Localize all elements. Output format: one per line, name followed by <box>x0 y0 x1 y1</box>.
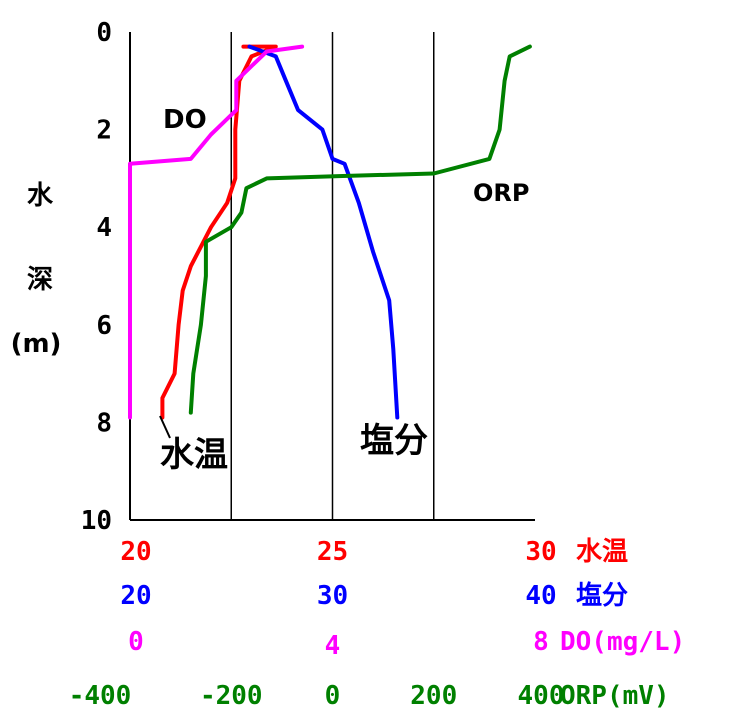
temp-leader-line <box>159 415 171 439</box>
x-tick-label: 40 <box>525 581 556 611</box>
x-axis-row-temp: 20 25 30 水温 <box>120 537 628 567</box>
x-axis-title: 水温 <box>576 537 628 567</box>
do-series-label: DO <box>163 105 207 135</box>
series-line-salinity <box>247 44 400 420</box>
salinity-series-label: 塩分 <box>360 421 428 461</box>
y-axis-label-part: (m) <box>11 329 62 359</box>
series-line-do <box>128 44 305 420</box>
x-tick-label: -200 <box>200 681 263 711</box>
x-axis-row-do: 0 4 8 DO(mg/L) <box>128 627 685 661</box>
x-axis-row-salinity: 20 30 40 塩分 <box>120 581 628 611</box>
x-tick-label: 200 <box>410 681 457 711</box>
x-axis-title: 塩分 <box>576 581 628 611</box>
y-tick-label: 6 <box>96 311 112 341</box>
x-tick-label: 8 <box>533 627 549 657</box>
annotations: DO ORP 水温 塩分 <box>159 105 529 475</box>
x-tick-label: 20 <box>120 537 151 567</box>
x-axis-title: DO(mg/L) <box>560 627 685 657</box>
series-line-temp <box>160 44 278 420</box>
x-axis-rows: 20 25 30 水温 20 30 40 塩分 0 4 8 DO(mg/L) -400 -200 0 200 4… <box>69 537 686 711</box>
x-tick-label: 30 <box>317 581 348 611</box>
temp-series-label: 水温 <box>160 435 228 475</box>
series-line-orp <box>188 44 532 415</box>
y-tick-label: 0 <box>96 18 112 48</box>
y-tick-labels: 0 2 4 6 8 10 <box>81 18 112 536</box>
y-axis-label: 水深 (m) <box>11 181 62 359</box>
x-tick-label: 4 <box>325 631 341 661</box>
x-tick-label: 30 <box>525 537 556 567</box>
y-tick-label: 2 <box>96 116 112 146</box>
orp-series-label: ORP <box>473 179 529 207</box>
y-tick-label: 10 <box>81 506 112 536</box>
x-tick-label: 0 <box>325 681 341 711</box>
x-axis-title: ORP(mV) <box>560 681 670 711</box>
x-tick-label: -400 <box>69 681 132 711</box>
y-tick-label: 8 <box>96 408 112 438</box>
y-tick-label: 4 <box>96 213 112 243</box>
x-tick-label: 20 <box>120 581 151 611</box>
y-axis-label-part: 深 <box>27 265 53 295</box>
series-layer <box>128 44 532 420</box>
x-tick-label: 400 <box>518 681 565 711</box>
x-tick-label: 25 <box>317 537 348 567</box>
y-axis-label-part: 水 <box>27 181 54 211</box>
x-tick-label: 0 <box>128 627 144 657</box>
